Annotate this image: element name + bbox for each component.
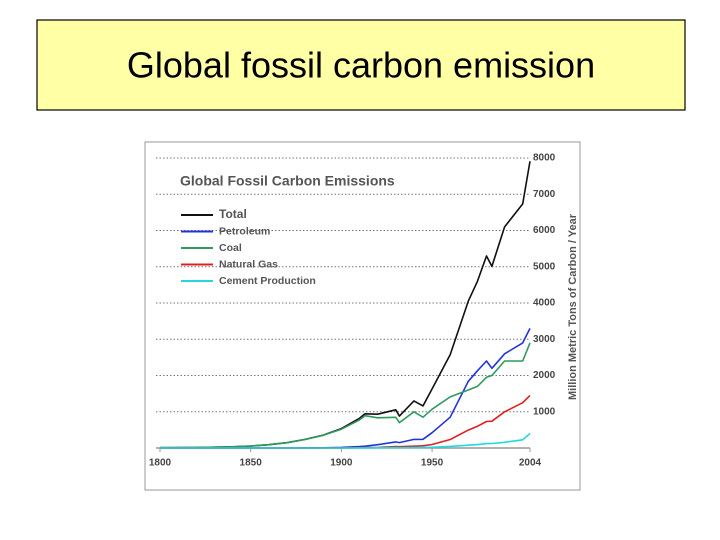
y-tick-label: 3000	[533, 334, 556, 345]
legend-label: Cement Production	[219, 275, 316, 287]
chart-frame	[144, 141, 581, 491]
y-axis-label: Million Metric Tons of Carbon / Year	[567, 213, 579, 400]
legend-label: Natural Gas	[219, 258, 278, 270]
series-line	[160, 432, 531, 449]
legend-label: Petroleum	[219, 225, 270, 237]
series-line	[159, 342, 531, 449]
x-tick-label: 2004	[519, 458, 542, 469]
slide-title: Global fossil carbon emission	[127, 45, 595, 86]
legend-label: Coal	[219, 242, 242, 254]
y-tick-label: 8000	[533, 153, 556, 164]
x-tick-label: 1950	[421, 458, 444, 469]
x-tick-label: 1800	[149, 458, 172, 469]
y-tick-label: 7000	[533, 189, 556, 200]
y-tick-label: 6000	[533, 225, 556, 236]
y-tick-label: 4000	[533, 298, 556, 309]
x-tick-label: 1900	[330, 458, 353, 469]
chart-title: Global Fossil Carbon Emissions	[180, 173, 395, 189]
y-tick-label: 1000	[533, 406, 556, 417]
y-tick-label: 5000	[533, 261, 556, 272]
y-tick-label: 2000	[533, 370, 556, 381]
x-tick-label: 1850	[240, 458, 263, 469]
legend-label: Total	[219, 207, 247, 221]
title-box	[36, 19, 686, 111]
